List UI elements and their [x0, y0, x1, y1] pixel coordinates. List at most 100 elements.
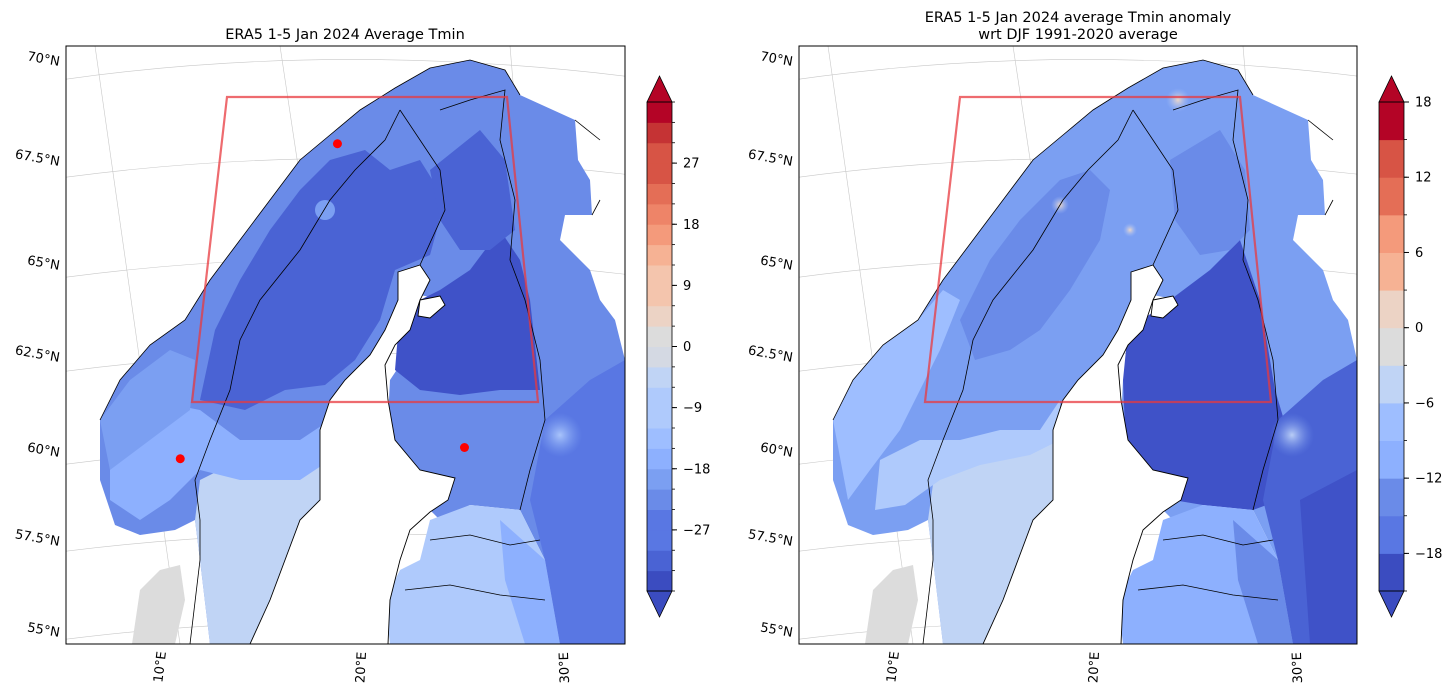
colorbar-level: [1379, 515, 1404, 554]
colorbar-level: [1379, 365, 1404, 404]
colorbar-frame: [1378, 101, 1405, 592]
country-borders: [832, 59, 1334, 644]
cb-tick: −18: [1415, 547, 1442, 562]
colorbar-level: [647, 509, 672, 531]
colorbar-level: [1379, 252, 1404, 291]
tmin-panel: ERA5 1-5 Jan 2024 Average Tmin: [14, 27, 711, 684]
lat-tick-70: 70°N: [759, 49, 794, 69]
lon-tick-10: 10°E: [151, 651, 170, 684]
colorbar-level: [647, 142, 672, 164]
latitude-labels: 70°N 67.5°N 65°N 62.5°N 60°N 57.5°N 55°N: [747, 49, 794, 640]
country-borders: [99, 59, 601, 644]
colorbar-level: [1379, 327, 1404, 366]
city-marker: [332, 139, 342, 149]
colorbar: [1378, 75, 1409, 618]
colorbar-level: [647, 448, 672, 470]
lon-tick-20: 20°E: [1086, 651, 1103, 683]
lat-tick-55: 55°N: [26, 620, 61, 640]
colorbar-level: [1379, 214, 1404, 253]
colorbar-level: [647, 122, 672, 144]
lat-tick-55: 55°N: [759, 620, 794, 640]
lon-tick-30: 30°E: [1290, 652, 1306, 684]
cb-tick: 27: [683, 157, 700, 172]
lon-tick-30: 30°E: [557, 652, 573, 684]
colorbar-level: [647, 489, 672, 510]
colorbar-level: [1379, 553, 1404, 592]
city-marker: [175, 454, 185, 464]
lat-tick-57-5: 57.5°N: [747, 527, 794, 550]
colorbar-level: [647, 203, 672, 225]
colorbar-level: [647, 366, 672, 388]
colorbar-level: [1379, 102, 1404, 141]
colorbar-level: [647, 183, 672, 205]
colorbar-level: [1379, 478, 1404, 517]
colorbar-level: [647, 265, 672, 286]
colorbar-extend-min: [1378, 590, 1405, 618]
cb-tick: 0: [683, 340, 691, 355]
colorbar-level: [647, 468, 672, 490]
cb-tick: −6: [1415, 396, 1434, 411]
lon-tick-10: 10°E: [884, 651, 903, 684]
lat-tick-62-5: 62.5°N: [14, 343, 61, 366]
sea: [982, 264, 1189, 644]
cb-tick: 6: [1415, 246, 1423, 261]
colorbar-tick-labels: −18 −12 −6 0 6 12 18: [1415, 96, 1442, 562]
sea: [249, 264, 456, 644]
city-marker: [459, 443, 469, 452]
city-markers: [175, 139, 469, 464]
colorbar-level: [647, 550, 672, 572]
longitude-labels: 10°E 20°E 30°E: [151, 651, 573, 684]
map-area: [66, 46, 625, 644]
colorbar-level: [647, 570, 672, 592]
colorbar-level: [1379, 440, 1404, 479]
colorbar-extend-min: [646, 590, 673, 618]
colorbar-level: [647, 529, 672, 551]
colorbar-level: [1379, 402, 1404, 442]
latitude-labels: 70°N 67.5°N 65°N 62.5°N 60°N 57.5°N 55°N: [14, 49, 61, 640]
colorbar-level: [647, 387, 672, 409]
cb-tick: 0: [1415, 321, 1423, 336]
map-frame: [798, 45, 1358, 645]
anomaly-field: [833, 60, 1357, 644]
colorbar-level: [1379, 290, 1404, 329]
colorbar-level: [647, 102, 672, 123]
lat-tick-62-5: 62.5°N: [747, 343, 794, 366]
lat-tick-57-5: 57.5°N: [14, 527, 61, 550]
lat-tick-65: 65°N: [26, 253, 61, 273]
lat-tick-60: 60°N: [759, 440, 794, 460]
map-frame: [65, 45, 626, 645]
longitude-labels: 10°E 20°E 30°E: [884, 651, 1306, 684]
colorbar-extend-max: [646, 75, 673, 103]
panel-title: ERA5 1-5 Jan 2024 Average Tmin: [225, 27, 465, 43]
region-box: [923, 95, 1273, 404]
colorbar-level: [647, 346, 672, 368]
region-box: [190, 95, 540, 404]
cb-tick: −27: [683, 523, 710, 538]
colorbar-level: [647, 163, 672, 184]
colorbar-level: [647, 326, 672, 347]
lon-tick-20: 20°E: [353, 651, 370, 683]
cb-tick: −12: [1415, 472, 1442, 487]
colorbar-tick-labels: −27 −18 −9 0 9 18 27: [683, 157, 710, 539]
anomaly-panel: ERA5 1-5 Jan 2024 average Tmin anomaly w…: [747, 10, 1443, 684]
cb-tick: 18: [1415, 96, 1432, 111]
colorbar-level: [647, 305, 672, 327]
colorbar-level: [1379, 177, 1404, 216]
cb-tick: 12: [1415, 171, 1432, 186]
colorbar-level: [647, 285, 672, 307]
cb-tick: 9: [683, 279, 691, 294]
lat-tick-67-5: 67.5°N: [747, 147, 794, 170]
lat-tick-65: 65°N: [759, 253, 794, 273]
lat-tick-70: 70°N: [26, 49, 61, 69]
cb-tick: 18: [683, 218, 700, 233]
colorbar-level: [647, 244, 672, 266]
lat-tick-60: 60°N: [26, 440, 61, 460]
colorbar-level: [647, 407, 672, 429]
panel-subtitle: wrt DJF 1991-2020 average: [978, 27, 1178, 43]
temperature-field: [100, 60, 625, 644]
cb-tick: −18: [683, 462, 710, 477]
colorbar-level: [647, 428, 672, 449]
panel-title: ERA5 1-5 Jan 2024 average Tmin anomaly: [925, 10, 1232, 26]
cb-tick: −9: [683, 401, 702, 416]
colorbar-level: [647, 224, 672, 246]
